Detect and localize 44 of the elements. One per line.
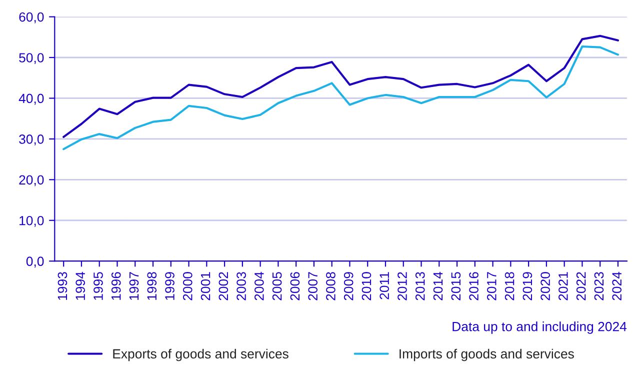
x-tick-label: 2016 — [469, 272, 478, 300]
x-tick-label: 2003 — [236, 272, 246, 300]
x-tick-label: 2024 — [612, 272, 622, 300]
x-tick-label: 1998 — [147, 272, 157, 300]
x-tick-label: 1997 — [129, 272, 139, 300]
x-tick-label: 2008 — [326, 272, 336, 300]
x-tick-label: 2004 — [254, 272, 264, 300]
x-tick-label: 2007 — [308, 272, 318, 300]
line-series — [62, 34, 620, 138]
x-tick-label: 2000 — [182, 272, 192, 300]
y-tick-label: 30,0 — [19, 134, 44, 146]
x-tick-label: 2020 — [540, 272, 550, 300]
x-tick-label: 2022 — [576, 272, 586, 300]
x-tick-label: 2012 — [398, 272, 407, 300]
y-tick-label: 10,0 — [20, 216, 44, 227]
x-tick-label: 2011 — [380, 272, 390, 300]
y-tick-label: 40,0 — [18, 94, 44, 105]
y-tick-label: 20,0 — [19, 175, 44, 186]
x-tick-label: 2015 — [451, 272, 461, 300]
x-tick-label: 1994 — [76, 272, 86, 300]
x-tick-label: 1999 — [165, 272, 174, 300]
x-tick-label: 2009 — [344, 272, 354, 300]
x-tick-label: 1996 — [111, 272, 121, 300]
legend-label: Exports of goods and services — [113, 348, 288, 362]
x-tick-label: 1993 — [58, 272, 68, 300]
y-tick-label: 0,0 — [26, 256, 44, 268]
x-tick-label: 2010 — [362, 272, 372, 300]
x-tick-label: 2019 — [522, 272, 532, 300]
x-tick-label: 2018 — [504, 272, 514, 300]
x-tick-label: 2023 — [594, 272, 604, 300]
x-tick-label: 2001 — [200, 272, 210, 300]
x-tick-label: 2006 — [290, 272, 300, 300]
text: Data up to and including 2024 — [452, 322, 627, 334]
x-tick-label: 2013 — [415, 272, 425, 300]
y-tick-label: 50,0 — [19, 53, 44, 64]
x-tick-label: 1995 — [94, 272, 103, 300]
y-tick-label: 60,0 — [19, 12, 44, 24]
x-tick-label: 2005 — [272, 272, 282, 300]
x-tick-label: 2017 — [487, 272, 496, 300]
x-tick-label: 2021 — [558, 272, 568, 300]
x-tick-label: 2002 — [218, 272, 228, 300]
legend-label: Imports of goods and services — [400, 348, 574, 362]
line-series — [62, 45, 620, 150]
x-tick-label: 2014 — [433, 272, 443, 300]
